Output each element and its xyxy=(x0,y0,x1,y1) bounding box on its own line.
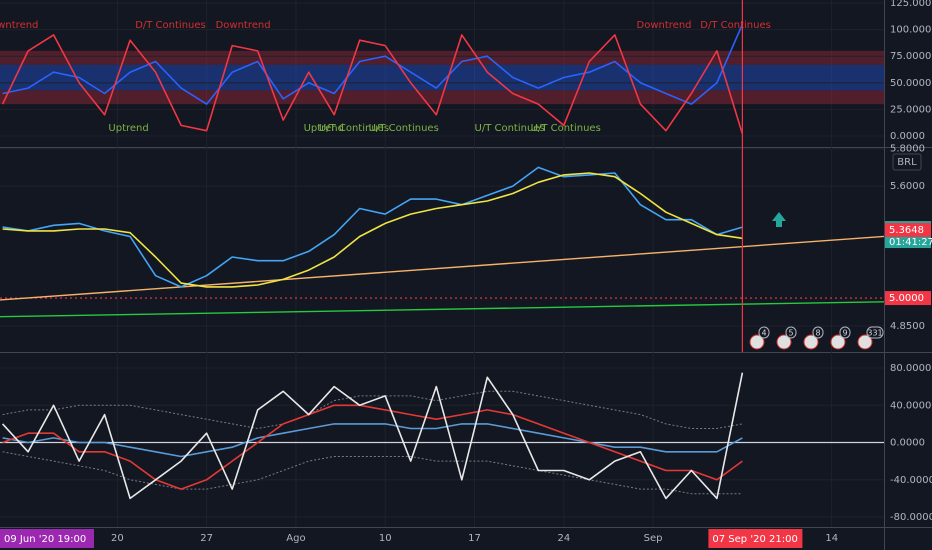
event-count: 4 xyxy=(761,329,766,338)
x-tick-label: Sep xyxy=(644,533,663,544)
series-line xyxy=(2,404,743,490)
event-count: 331 xyxy=(867,329,882,338)
y-tick-label: 0.0000 xyxy=(890,131,925,142)
series-line xyxy=(2,372,744,500)
crosshair-label: 09 Jun '20 19:00 xyxy=(4,534,86,545)
annotation: Downtrend xyxy=(0,20,38,31)
series-line xyxy=(2,23,744,105)
event-flag xyxy=(830,334,846,350)
x-tick-label: 17 xyxy=(468,533,481,544)
annotation: D/T Continues xyxy=(700,20,771,31)
y-tick-label: 25.0000 xyxy=(890,104,931,115)
y-tick-label: -80.0000 xyxy=(890,512,932,523)
event-flag xyxy=(749,334,765,350)
series-line xyxy=(2,390,743,429)
band xyxy=(0,64,884,91)
price-label-box xyxy=(885,291,931,306)
panel xyxy=(0,148,884,327)
annotation: U/T Continues xyxy=(531,123,601,134)
annotation: D/T Continues xyxy=(135,20,206,31)
event-count: 5 xyxy=(788,329,793,338)
event-count: 9 xyxy=(842,329,847,338)
x-tick-label: 24 xyxy=(557,533,570,544)
series-line xyxy=(2,172,743,288)
x-tick-label: 14 xyxy=(825,533,838,544)
x-tick-label: 10 xyxy=(379,533,392,544)
series-line xyxy=(1,34,744,135)
event-badge xyxy=(839,326,851,339)
x-tick-label: Ago xyxy=(286,533,305,544)
event-flag xyxy=(857,334,873,350)
series-line xyxy=(2,423,743,458)
y-tick-label: 125.0000 xyxy=(890,0,932,9)
crosshair-box xyxy=(708,529,803,548)
event-badge xyxy=(758,326,770,339)
annotation: Downtrend xyxy=(637,20,692,31)
annotation: Downtrend xyxy=(216,20,271,31)
y-tick-label: 75.0000 xyxy=(890,51,931,62)
trend-line xyxy=(0,235,884,301)
price-label: 5.0000 xyxy=(889,293,924,304)
y-tick-label: 5.6000 xyxy=(890,181,925,192)
x-tick-label: 27 xyxy=(200,533,213,544)
currency-box xyxy=(892,153,922,171)
event-badge xyxy=(812,326,824,339)
trend-line xyxy=(0,301,884,318)
y-tick-label: 100.0000 xyxy=(890,25,932,36)
annotation: Uptrend xyxy=(108,123,148,134)
band xyxy=(0,50,884,65)
crosshair-label: 07 Sep '20 21:00 xyxy=(712,534,797,545)
price-label-box xyxy=(885,222,931,237)
y-tick-label: 0.0000 xyxy=(890,438,925,449)
annotation: Uptrend xyxy=(304,123,344,134)
annotation: U/T Continues xyxy=(369,123,439,134)
annotation: U/T Continues xyxy=(319,123,389,134)
price-label: 5.3648 xyxy=(889,225,924,236)
series-line xyxy=(2,166,743,288)
annotation: U/T Continues xyxy=(475,123,545,134)
currency-label: BRL xyxy=(897,157,917,168)
x-tick-label: 20 xyxy=(111,533,124,544)
event-count: 8 xyxy=(815,329,820,338)
y-tick-label: 50.0000 xyxy=(890,78,931,89)
up-arrow-icon xyxy=(772,212,786,227)
y-tick-label: -40.0000 xyxy=(890,475,932,486)
event-flag xyxy=(776,334,792,350)
event-flag xyxy=(803,334,819,350)
countdown: 01:41:27 xyxy=(889,237,932,248)
y-tick-label: 4.8500 xyxy=(890,321,925,332)
panel xyxy=(0,367,884,518)
y-tick-label: 40.0000 xyxy=(890,400,931,411)
countdown-box xyxy=(885,235,931,249)
y-tick-label: 80.0000 xyxy=(890,363,931,374)
event-badge xyxy=(785,326,797,339)
y-tick-label: 5.8000 xyxy=(890,144,925,155)
crosshair-box xyxy=(0,529,94,548)
panel: Downtrend D/T Continues Downtrend Downtrend… xyxy=(0,2,884,137)
event-badge xyxy=(866,326,884,339)
